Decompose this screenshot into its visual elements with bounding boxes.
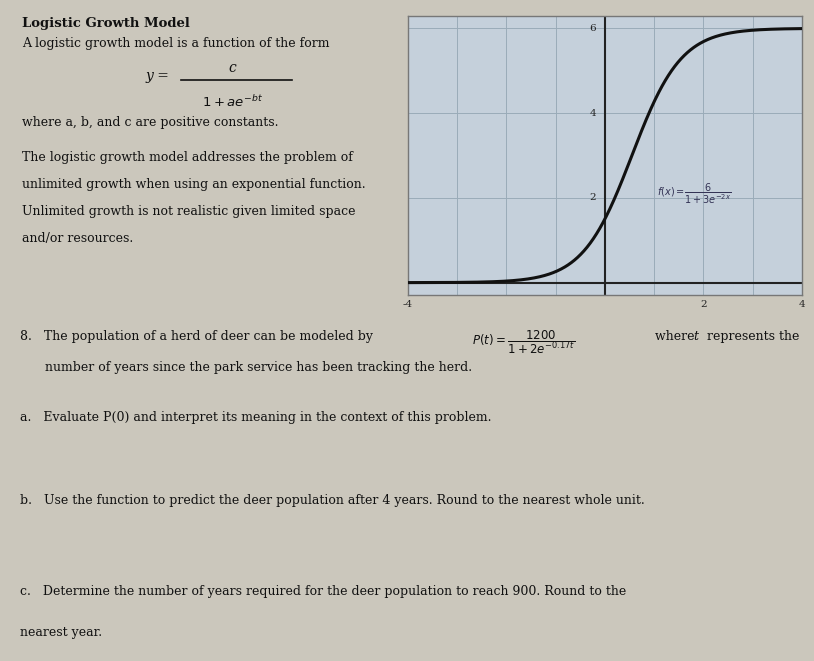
Text: -4: -4	[403, 300, 413, 309]
Text: 2: 2	[700, 300, 707, 309]
Text: 2: 2	[589, 194, 596, 202]
Text: 4: 4	[799, 300, 805, 309]
Text: represents the: represents the	[703, 330, 799, 342]
Text: Unlimited growth is not realistic given limited space: Unlimited growth is not realistic given …	[22, 205, 355, 218]
Text: where: where	[651, 330, 698, 342]
Text: number of years since the park service has been tracking the herd.: number of years since the park service h…	[45, 361, 472, 374]
Text: Logistic Growth Model: Logistic Growth Model	[22, 17, 190, 30]
Text: $1 + ae^{-bt}$: $1 + ae^{-bt}$	[202, 94, 263, 110]
Text: y =: y =	[145, 69, 169, 83]
Text: $P(t)=\dfrac{1200}{1+2e^{-0.17t}}$: $P(t)=\dfrac{1200}{1+2e^{-0.17t}}$	[472, 328, 575, 356]
Text: t: t	[694, 330, 698, 342]
Text: The logistic growth model addresses the problem of: The logistic growth model addresses the …	[22, 151, 352, 164]
Text: unlimited growth when using an exponential function.: unlimited growth when using an exponenti…	[22, 178, 365, 191]
Text: b.   Use the function to predict the deer population after 4 years. Round to the: b. Use the function to predict the deer …	[20, 494, 646, 508]
Text: and/or resources.: and/or resources.	[22, 232, 133, 245]
Text: c: c	[229, 61, 237, 75]
Text: $f(x)=\!\dfrac{6}{1+3e^{-2x}}$: $f(x)=\!\dfrac{6}{1+3e^{-2x}}$	[657, 181, 731, 206]
Text: c.   Determine the number of years required for the deer population to reach 900: c. Determine the number of years require…	[20, 584, 627, 598]
Text: 8.   The population of a herd of deer can be modeled by: 8. The population of a herd of deer can …	[20, 330, 378, 342]
Text: 6: 6	[589, 24, 596, 33]
Text: 4: 4	[589, 108, 596, 118]
Text: A logistic growth model is a function of the form: A logistic growth model is a function of…	[22, 37, 329, 50]
Text: nearest year.: nearest year.	[20, 627, 103, 639]
Text: where a, b, and c are positive constants.: where a, b, and c are positive constants…	[22, 116, 278, 130]
Text: a.   Evaluate P(0) and interpret its meaning in the context of this problem.: a. Evaluate P(0) and interpret its meani…	[20, 411, 492, 424]
